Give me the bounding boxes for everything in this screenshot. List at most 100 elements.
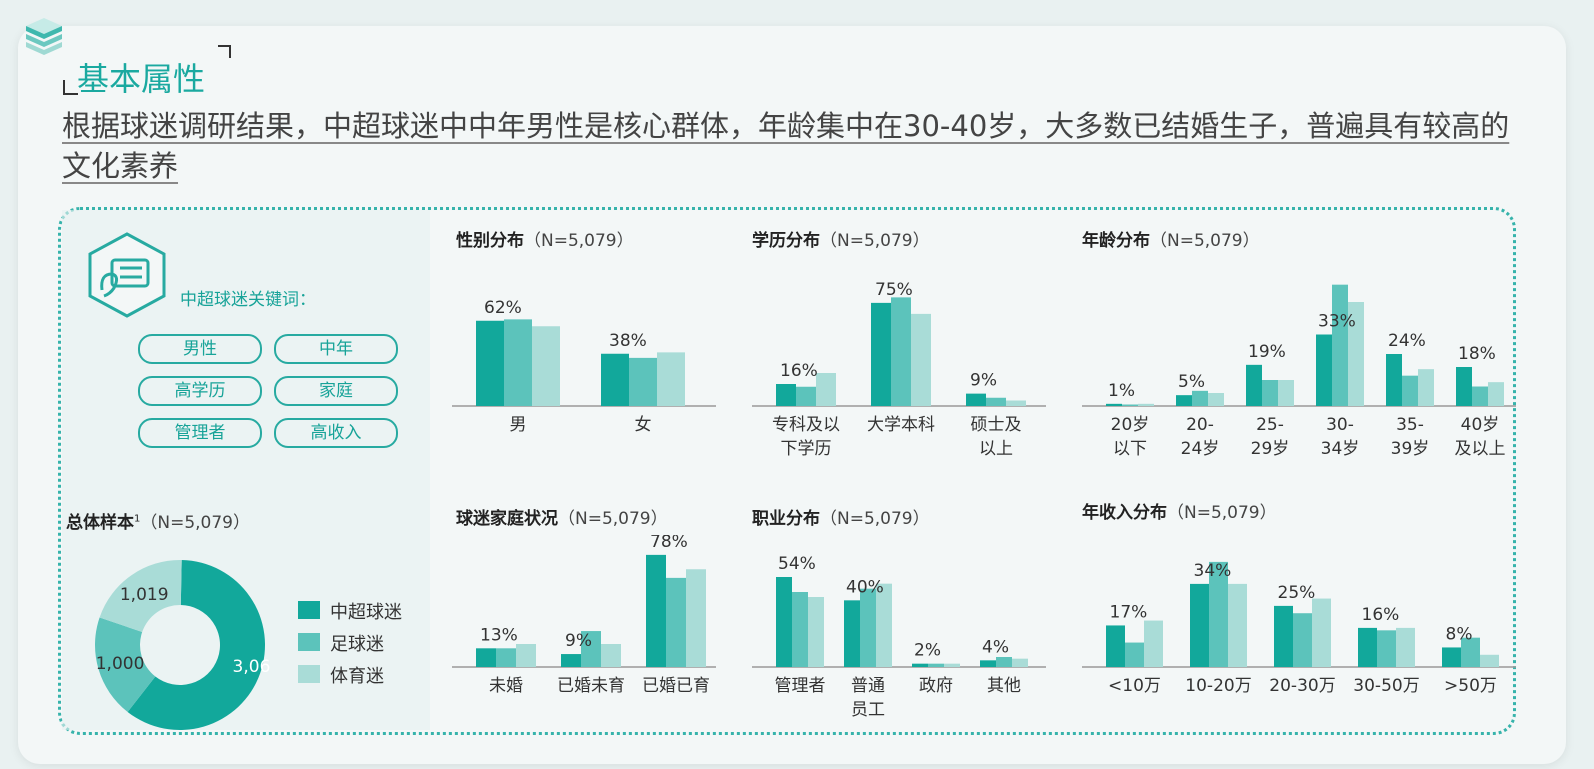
bar-occupation-3-2 xyxy=(1012,658,1028,667)
value-label: 18% xyxy=(1458,344,1496,364)
value-label: 25% xyxy=(1278,583,1316,603)
bar-income-2-2 xyxy=(1312,598,1331,667)
charts-frame xyxy=(58,207,1516,735)
value-label: 54% xyxy=(778,554,816,574)
value-label: 38% xyxy=(609,331,647,351)
category-label: 硕士及 xyxy=(971,415,1022,435)
donut-value-label: 1,019 xyxy=(120,585,169,605)
category-label: 以上 xyxy=(979,439,1013,459)
category-label: 普通 xyxy=(851,676,885,696)
legend-swatch-icon xyxy=(298,601,320,619)
bar-gender-1-2 xyxy=(657,352,685,406)
bar-education-0-0 xyxy=(776,384,796,406)
chart-title-gender: 性别分布（N=5,079） xyxy=(456,231,634,251)
bar-occupation-1-2 xyxy=(876,583,892,667)
keyword-tag: 高收入 xyxy=(274,418,398,448)
donut-value-label: 1,000 xyxy=(96,654,145,674)
gender-bar-chart: 62% 男 38% 女 xyxy=(452,298,716,435)
bar-age-5-2 xyxy=(1488,382,1504,406)
bar-age-2-0 xyxy=(1246,364,1262,406)
legend-swatch-icon xyxy=(298,633,320,651)
category-label: 29岁 xyxy=(1251,439,1290,459)
category-label: 专科及以 xyxy=(772,415,840,435)
bar-education-1-1 xyxy=(891,297,911,406)
bar-income-3-1 xyxy=(1377,630,1396,667)
value-label: 1% xyxy=(1108,381,1135,401)
category-label: 39岁 xyxy=(1391,439,1430,459)
category-label: 20-30万 xyxy=(1269,676,1335,696)
bar-income-0-1 xyxy=(1125,642,1144,667)
value-label: 62% xyxy=(484,298,522,318)
category-label: 以下 xyxy=(1113,439,1147,459)
bar-occupation-3-1 xyxy=(996,657,1012,667)
donut-value-label: 3,060 xyxy=(233,657,270,677)
bar-age-0-0 xyxy=(1106,403,1122,406)
value-label: 2% xyxy=(914,641,941,661)
donut-slice-2 xyxy=(99,560,182,633)
category-label: 20岁 xyxy=(1111,415,1150,435)
chart-title-total: 总体样本1（N=5,079） xyxy=(66,513,251,533)
keyword-tag: 男性 xyxy=(138,334,262,364)
bar-age-1-1 xyxy=(1192,390,1208,406)
bar-income-1-2 xyxy=(1228,583,1247,667)
bar-gender-0-2 xyxy=(532,326,560,406)
bar-income-4-2 xyxy=(1480,654,1499,667)
category-label: 已婚未育 xyxy=(557,676,625,696)
bar-income-3-0 xyxy=(1358,627,1377,667)
chart-title-occupation: 职业分布（N=5,079） xyxy=(752,509,930,529)
bar-education-2-0 xyxy=(966,393,986,406)
bar-occupation-2-2 xyxy=(944,663,960,667)
bar-education-0-1 xyxy=(796,386,816,406)
bar-age-4-1 xyxy=(1402,375,1418,406)
category-label: 男 xyxy=(510,415,527,435)
keyword-card-icon xyxy=(88,232,166,318)
bar-family-0-1 xyxy=(496,648,516,667)
keyword-tag: 家庭 xyxy=(274,376,398,406)
page-title: 基本属性 xyxy=(77,60,206,98)
value-label: 13% xyxy=(480,625,518,645)
category-label: 及以上 xyxy=(1455,439,1506,459)
legend-swatch-icon xyxy=(298,665,320,683)
value-label: 33% xyxy=(1318,312,1356,332)
category-label: 35- xyxy=(1396,415,1424,435)
category-label: 10-20万 xyxy=(1185,676,1251,696)
chart-title-education: 学历分布（N=5,079） xyxy=(752,231,930,251)
value-label: 75% xyxy=(875,280,913,300)
chart-title-age: 年龄分布（N=5,079） xyxy=(1082,231,1260,251)
category-label: 员工 xyxy=(851,700,885,720)
bar-income-4-1 xyxy=(1461,637,1480,667)
bar-gender-0-0 xyxy=(476,320,504,406)
bar-income-2-0 xyxy=(1274,605,1293,667)
category-label: 其他 xyxy=(987,676,1021,696)
bar-age-5-1 xyxy=(1472,386,1488,406)
chart-title-income: 年收入分布（N=5,079） xyxy=(1082,503,1277,523)
bar-age-1-0 xyxy=(1176,395,1192,406)
category-label: 女 xyxy=(635,415,652,435)
bar-occupation-0-2 xyxy=(808,597,824,667)
category-label: 34岁 xyxy=(1321,439,1360,459)
category-label: >50万 xyxy=(1444,676,1497,696)
value-label: 8% xyxy=(1446,624,1473,644)
value-label: 9% xyxy=(970,371,997,391)
value-label: 40% xyxy=(846,577,884,597)
bar-age-0-1 xyxy=(1122,404,1138,406)
bar-family-1-1 xyxy=(581,631,601,667)
value-label: 34% xyxy=(1194,561,1232,581)
bar-family-1-0 xyxy=(561,654,581,667)
title-corner-brackets xyxy=(63,45,231,95)
category-label: 20- xyxy=(1186,415,1214,435)
bar-age-2-1 xyxy=(1262,380,1278,406)
bar-gender-0-1 xyxy=(504,319,532,406)
category-label: 下学历 xyxy=(781,439,832,459)
bar-occupation-0-0 xyxy=(776,577,792,667)
category-label: 未婚 xyxy=(489,676,523,696)
value-label: 4% xyxy=(982,637,1009,657)
category-label: 25- xyxy=(1256,415,1284,435)
category-label: 30-50万 xyxy=(1353,676,1419,696)
category-label: 24岁 xyxy=(1181,439,1220,459)
value-label: 17% xyxy=(1110,602,1148,622)
bar-occupation-0-1 xyxy=(792,592,808,667)
